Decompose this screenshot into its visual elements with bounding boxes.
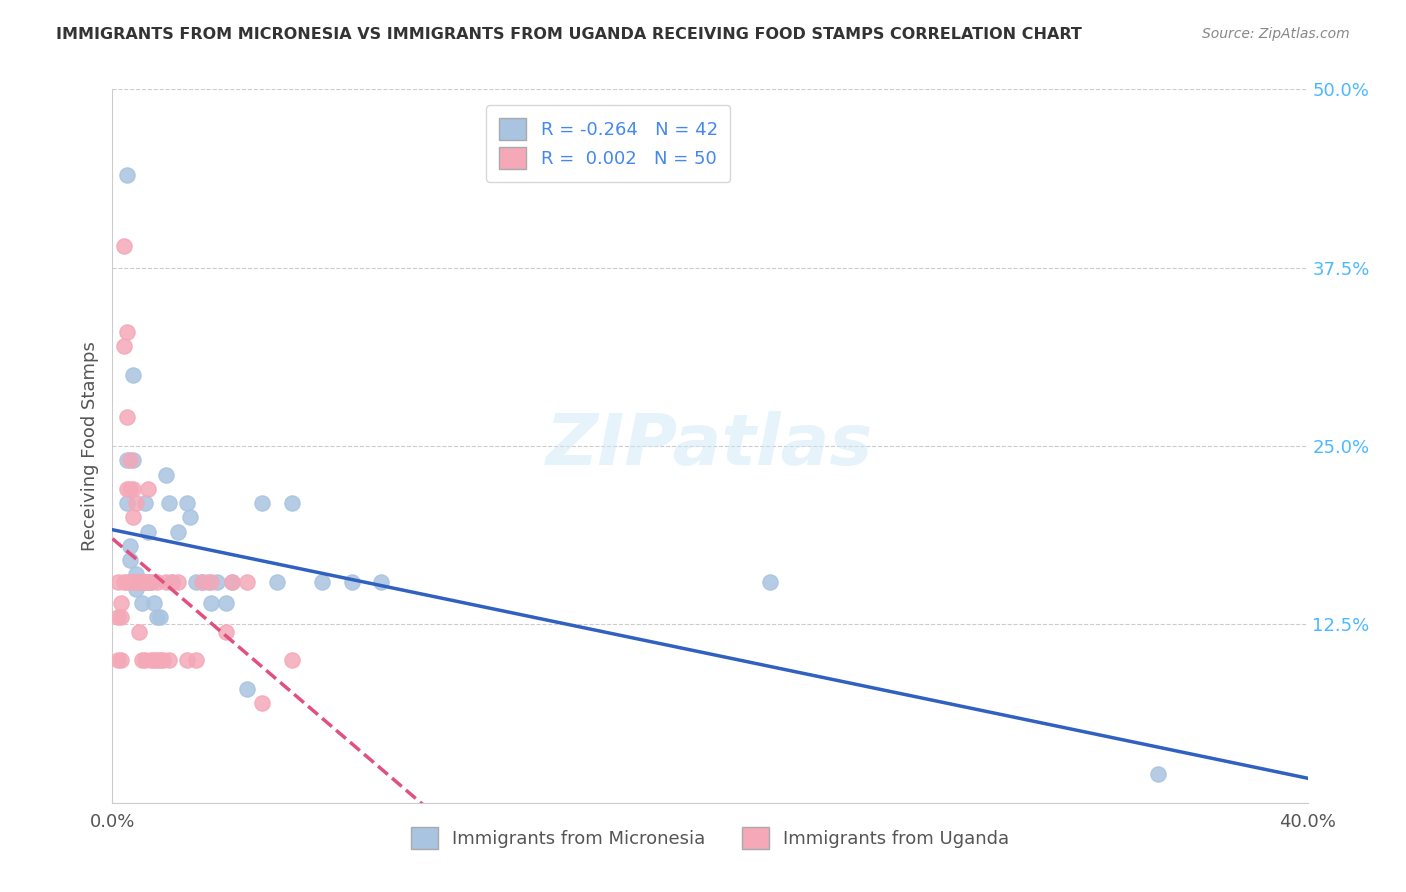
Text: Source: ZipAtlas.com: Source: ZipAtlas.com xyxy=(1202,27,1350,41)
Point xyxy=(759,574,782,589)
Point xyxy=(149,610,172,624)
Y-axis label: Receiving Food Stamps: Receiving Food Stamps xyxy=(80,341,98,551)
Point xyxy=(117,410,139,425)
Point xyxy=(200,574,222,589)
Point xyxy=(134,574,156,589)
Point xyxy=(122,482,145,496)
Point xyxy=(125,582,148,596)
Point xyxy=(162,574,183,589)
Point xyxy=(250,496,273,510)
Point xyxy=(236,681,259,696)
Point xyxy=(281,653,304,667)
Point xyxy=(125,574,148,589)
Point xyxy=(131,574,153,589)
Point xyxy=(131,596,153,610)
Point xyxy=(197,574,219,589)
Point xyxy=(117,574,139,589)
Text: IMMIGRANTS FROM MICRONESIA VS IMMIGRANTS FROM UGANDA RECEIVING FOOD STAMPS CORRE: IMMIGRANTS FROM MICRONESIA VS IMMIGRANTS… xyxy=(56,27,1083,42)
Point xyxy=(167,524,190,539)
Point xyxy=(266,574,288,589)
Point xyxy=(167,574,190,589)
Point xyxy=(138,574,160,589)
Point xyxy=(122,368,145,382)
Point xyxy=(120,553,142,567)
Point xyxy=(215,596,238,610)
Point xyxy=(179,510,201,524)
Point xyxy=(215,624,238,639)
Point xyxy=(122,510,145,524)
Point xyxy=(117,496,139,510)
Point xyxy=(114,239,135,253)
Point xyxy=(176,653,198,667)
Point xyxy=(250,696,273,710)
Point xyxy=(120,482,142,496)
Point xyxy=(205,574,228,589)
Point xyxy=(107,653,129,667)
Point xyxy=(191,574,214,589)
Point xyxy=(143,596,166,610)
Point xyxy=(176,496,198,510)
Point xyxy=(221,574,243,589)
Point xyxy=(128,574,150,589)
Point xyxy=(138,574,160,589)
Point xyxy=(134,574,156,589)
Point xyxy=(114,339,135,353)
Point xyxy=(128,574,150,589)
Point xyxy=(117,453,139,467)
Point xyxy=(152,653,174,667)
Point xyxy=(155,574,177,589)
Point xyxy=(149,653,172,667)
Point xyxy=(110,596,132,610)
Point xyxy=(134,653,156,667)
Point xyxy=(122,574,145,589)
Point xyxy=(221,574,243,589)
Point xyxy=(131,574,153,589)
Point xyxy=(122,453,145,467)
Point xyxy=(146,574,169,589)
Point xyxy=(155,467,177,482)
Point xyxy=(128,624,150,639)
Point xyxy=(1147,767,1170,781)
Point xyxy=(141,574,163,589)
Point xyxy=(186,574,208,589)
Point xyxy=(146,610,169,624)
Point xyxy=(120,539,142,553)
Point xyxy=(117,482,139,496)
Point xyxy=(117,168,139,182)
Point xyxy=(340,574,363,589)
Point xyxy=(311,574,333,589)
Point xyxy=(107,610,129,624)
Point xyxy=(141,574,163,589)
Point xyxy=(114,574,135,589)
Point xyxy=(131,574,153,589)
Point xyxy=(110,610,132,624)
Point xyxy=(117,325,139,339)
Point xyxy=(120,453,142,467)
Point xyxy=(370,574,392,589)
Point xyxy=(120,574,142,589)
Point xyxy=(141,653,163,667)
Point xyxy=(162,574,183,589)
Point xyxy=(125,567,148,582)
Point xyxy=(110,653,132,667)
Point xyxy=(131,653,153,667)
Point xyxy=(146,653,169,667)
Point xyxy=(157,496,180,510)
Legend: Immigrants from Micronesia, Immigrants from Uganda: Immigrants from Micronesia, Immigrants f… xyxy=(402,818,1018,858)
Point xyxy=(125,496,148,510)
Point xyxy=(143,653,166,667)
Point xyxy=(134,496,156,510)
Point xyxy=(191,574,214,589)
Point xyxy=(138,524,160,539)
Point xyxy=(138,482,160,496)
Point xyxy=(186,653,208,667)
Point xyxy=(236,574,259,589)
Point xyxy=(107,574,129,589)
Text: ZIPatlas: ZIPatlas xyxy=(547,411,873,481)
Point xyxy=(157,653,180,667)
Point xyxy=(281,496,304,510)
Point xyxy=(200,596,222,610)
